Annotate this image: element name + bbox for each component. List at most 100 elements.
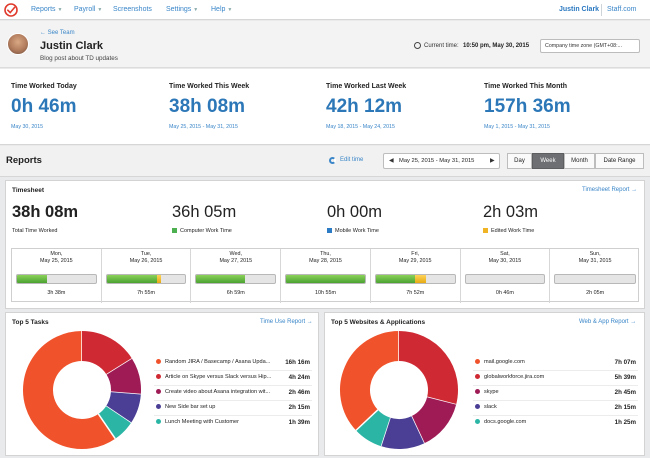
next-arrow-icon[interactable]: ▶ (490, 158, 495, 164)
day-label: Sun, May 31, 2015 (578, 251, 612, 264)
edit-time-icon[interactable] (329, 157, 336, 164)
day-column: Wed, May 27, 2015 6h 59m (191, 249, 282, 303)
legend-divider (154, 385, 312, 386)
legend-dot (475, 389, 480, 394)
day-label: Sat, May 30, 2015 (488, 251, 522, 264)
legend-item[interactable]: slack (475, 404, 497, 410)
donut-separator (97, 413, 116, 440)
current-time-label: Current time: (424, 43, 459, 49)
timezone-select[interactable]: Company time zone (GMT+08:... (540, 39, 640, 53)
day-label: Thu, May 28, 2015 (309, 251, 342, 264)
websites-donut-chart (340, 331, 458, 449)
prev-arrow-icon[interactable]: ◀ (389, 158, 394, 164)
total-worked-value: 38h 08m (12, 203, 79, 221)
day-column: Tue, May 26, 2015 7h 55m (102, 249, 192, 303)
edited-time-fill (415, 275, 427, 283)
day-column: Mon, May 25, 2015 3h 38m (12, 249, 102, 303)
nav-site-link[interactable]: Staff.com (607, 6, 637, 13)
stat-value: 157h 36m (484, 96, 571, 117)
legend-swatch (172, 228, 177, 233)
date-range-text: May 25, 2015 - May 31, 2015 (399, 158, 475, 164)
day-column: Sun, May 31, 2015 2h 05m (550, 249, 640, 303)
staff-logo-icon[interactable] (4, 3, 18, 17)
edit-time-link[interactable]: Edit time (340, 157, 364, 163)
donut-slice (105, 391, 141, 423)
legend-dot (156, 389, 161, 394)
legend-item[interactable]: skype (475, 389, 499, 395)
top-websites-title: Top 5 Websites & Applications (331, 319, 426, 326)
legend-value: 1h 25m (614, 419, 636, 426)
day-column: Fri, May 29, 2015 7h 52m (371, 249, 461, 303)
legend-value: 5h 39m (614, 374, 636, 381)
legend-item[interactable]: Create video about Asana integration wit… (156, 389, 270, 395)
profile-name: Justin Clark (40, 40, 103, 52)
donut-slice (398, 331, 458, 405)
stat-range[interactable]: May 30, 2015 (11, 124, 44, 130)
chevron-down-icon: ▼ (57, 7, 63, 13)
donut-slice (340, 331, 400, 431)
tasks-donut-chart (23, 331, 141, 449)
timesheet-report-link[interactable]: Timesheet Report → (582, 187, 638, 193)
day-total: 2h 05m (586, 290, 605, 296)
nav-reports[interactable]: Reports ▼ (31, 6, 63, 13)
legend-item[interactable]: Random JIRA / Basecamp / Asana Upda... (156, 359, 270, 365)
clock-icon (414, 42, 421, 49)
day-total: 6h 59m (226, 290, 245, 296)
web-app-report-link[interactable]: Web & App Report → (579, 319, 637, 325)
stat-range[interactable]: May 1, 2015 - May 31, 2015 (484, 124, 550, 130)
legend-item[interactable]: Article on Skype versus Slack versus Hip… (156, 374, 271, 380)
day-progress-bar (374, 274, 456, 284)
legend-divider (473, 370, 638, 371)
computer-time-fill (17, 275, 47, 283)
legend-swatch (483, 228, 488, 233)
nav-screenshots[interactable]: Screenshots (113, 6, 152, 13)
nav-settings[interactable]: Settings ▼ (166, 6, 199, 13)
nav-payroll[interactable]: Payroll ▼ (74, 6, 103, 13)
legend-divider (473, 385, 638, 386)
stat-today: Time Worked Today 0h 46m May 30, 2015 (11, 69, 169, 145)
top-tasks-card: Top 5 Tasks Time Use Report → Random JIR… (5, 312, 319, 456)
day-total: 7h 55m (137, 290, 156, 296)
nav-user[interactable]: Justin Clark (559, 6, 600, 13)
legend-item[interactable]: mail.google.com (475, 359, 525, 365)
segment-date-range[interactable]: Date Range (595, 153, 644, 169)
day-label: Tue, May 26, 2015 (129, 251, 163, 264)
stat-title: Time Worked This Month (484, 83, 567, 90)
day-column: Thu, May 28, 2015 10h 55m (281, 249, 371, 303)
avatar (7, 33, 29, 55)
chevron-down-icon: ▼ (227, 7, 233, 13)
stat-value: 42h 12m (326, 96, 403, 117)
date-range-picker[interactable]: ◀ May 25, 2015 - May 31, 2015 ▶ (383, 153, 500, 169)
legend-value: 2h 15m (614, 404, 636, 411)
profile-header: ← See Team Justin Clark Blog post about … (0, 21, 650, 68)
legend-item[interactable]: Lunch Meeting with Customer (156, 419, 239, 425)
segment-week[interactable]: Week (532, 153, 564, 169)
legend-value: 2h 45m (614, 389, 636, 396)
edited-time-value: 2h 03m (483, 203, 539, 221)
computer-time-value: 36h 05m (172, 203, 237, 221)
segment-day[interactable]: Day (507, 153, 532, 169)
stat-range[interactable]: May 25, 2015 - May 31, 2015 (169, 124, 238, 130)
donut-separator (355, 409, 379, 431)
legend-value: 7h 07m (614, 359, 636, 366)
day-progress-bar (16, 274, 97, 284)
stat-range[interactable]: May 18, 2015 - May 24, 2015 (326, 124, 395, 130)
legend-item[interactable]: docs.google.com (475, 419, 526, 425)
legend-value: 16h 16m (285, 359, 310, 366)
segment-month[interactable]: Month (564, 153, 595, 169)
legend-divider (154, 370, 312, 371)
stat-value: 38h 08m (169, 96, 246, 117)
legend-item[interactable]: New Side bar set up (156, 404, 215, 410)
stat-title: Time Worked Last Week (326, 83, 407, 90)
stats-row: Time Worked Today 0h 46m May 30, 2015 Ti… (0, 69, 650, 145)
day-total: 7h 52m (406, 290, 425, 296)
time-use-report-link[interactable]: Time Use Report → (260, 319, 313, 325)
stat-this-month: Time Worked This Month 157h 36m May 1, 2… (484, 69, 642, 145)
legend-value: 1h 39m (288, 419, 310, 426)
legend-item[interactable]: globalworkforce.jira.com (475, 374, 544, 380)
donut-slice (106, 358, 141, 395)
nav-help[interactable]: Help ▼ (211, 6, 233, 13)
total-worked-label: Total Time Worked (12, 228, 58, 234)
see-team-link[interactable]: ← See Team (40, 30, 75, 36)
legend-dot (156, 404, 161, 409)
